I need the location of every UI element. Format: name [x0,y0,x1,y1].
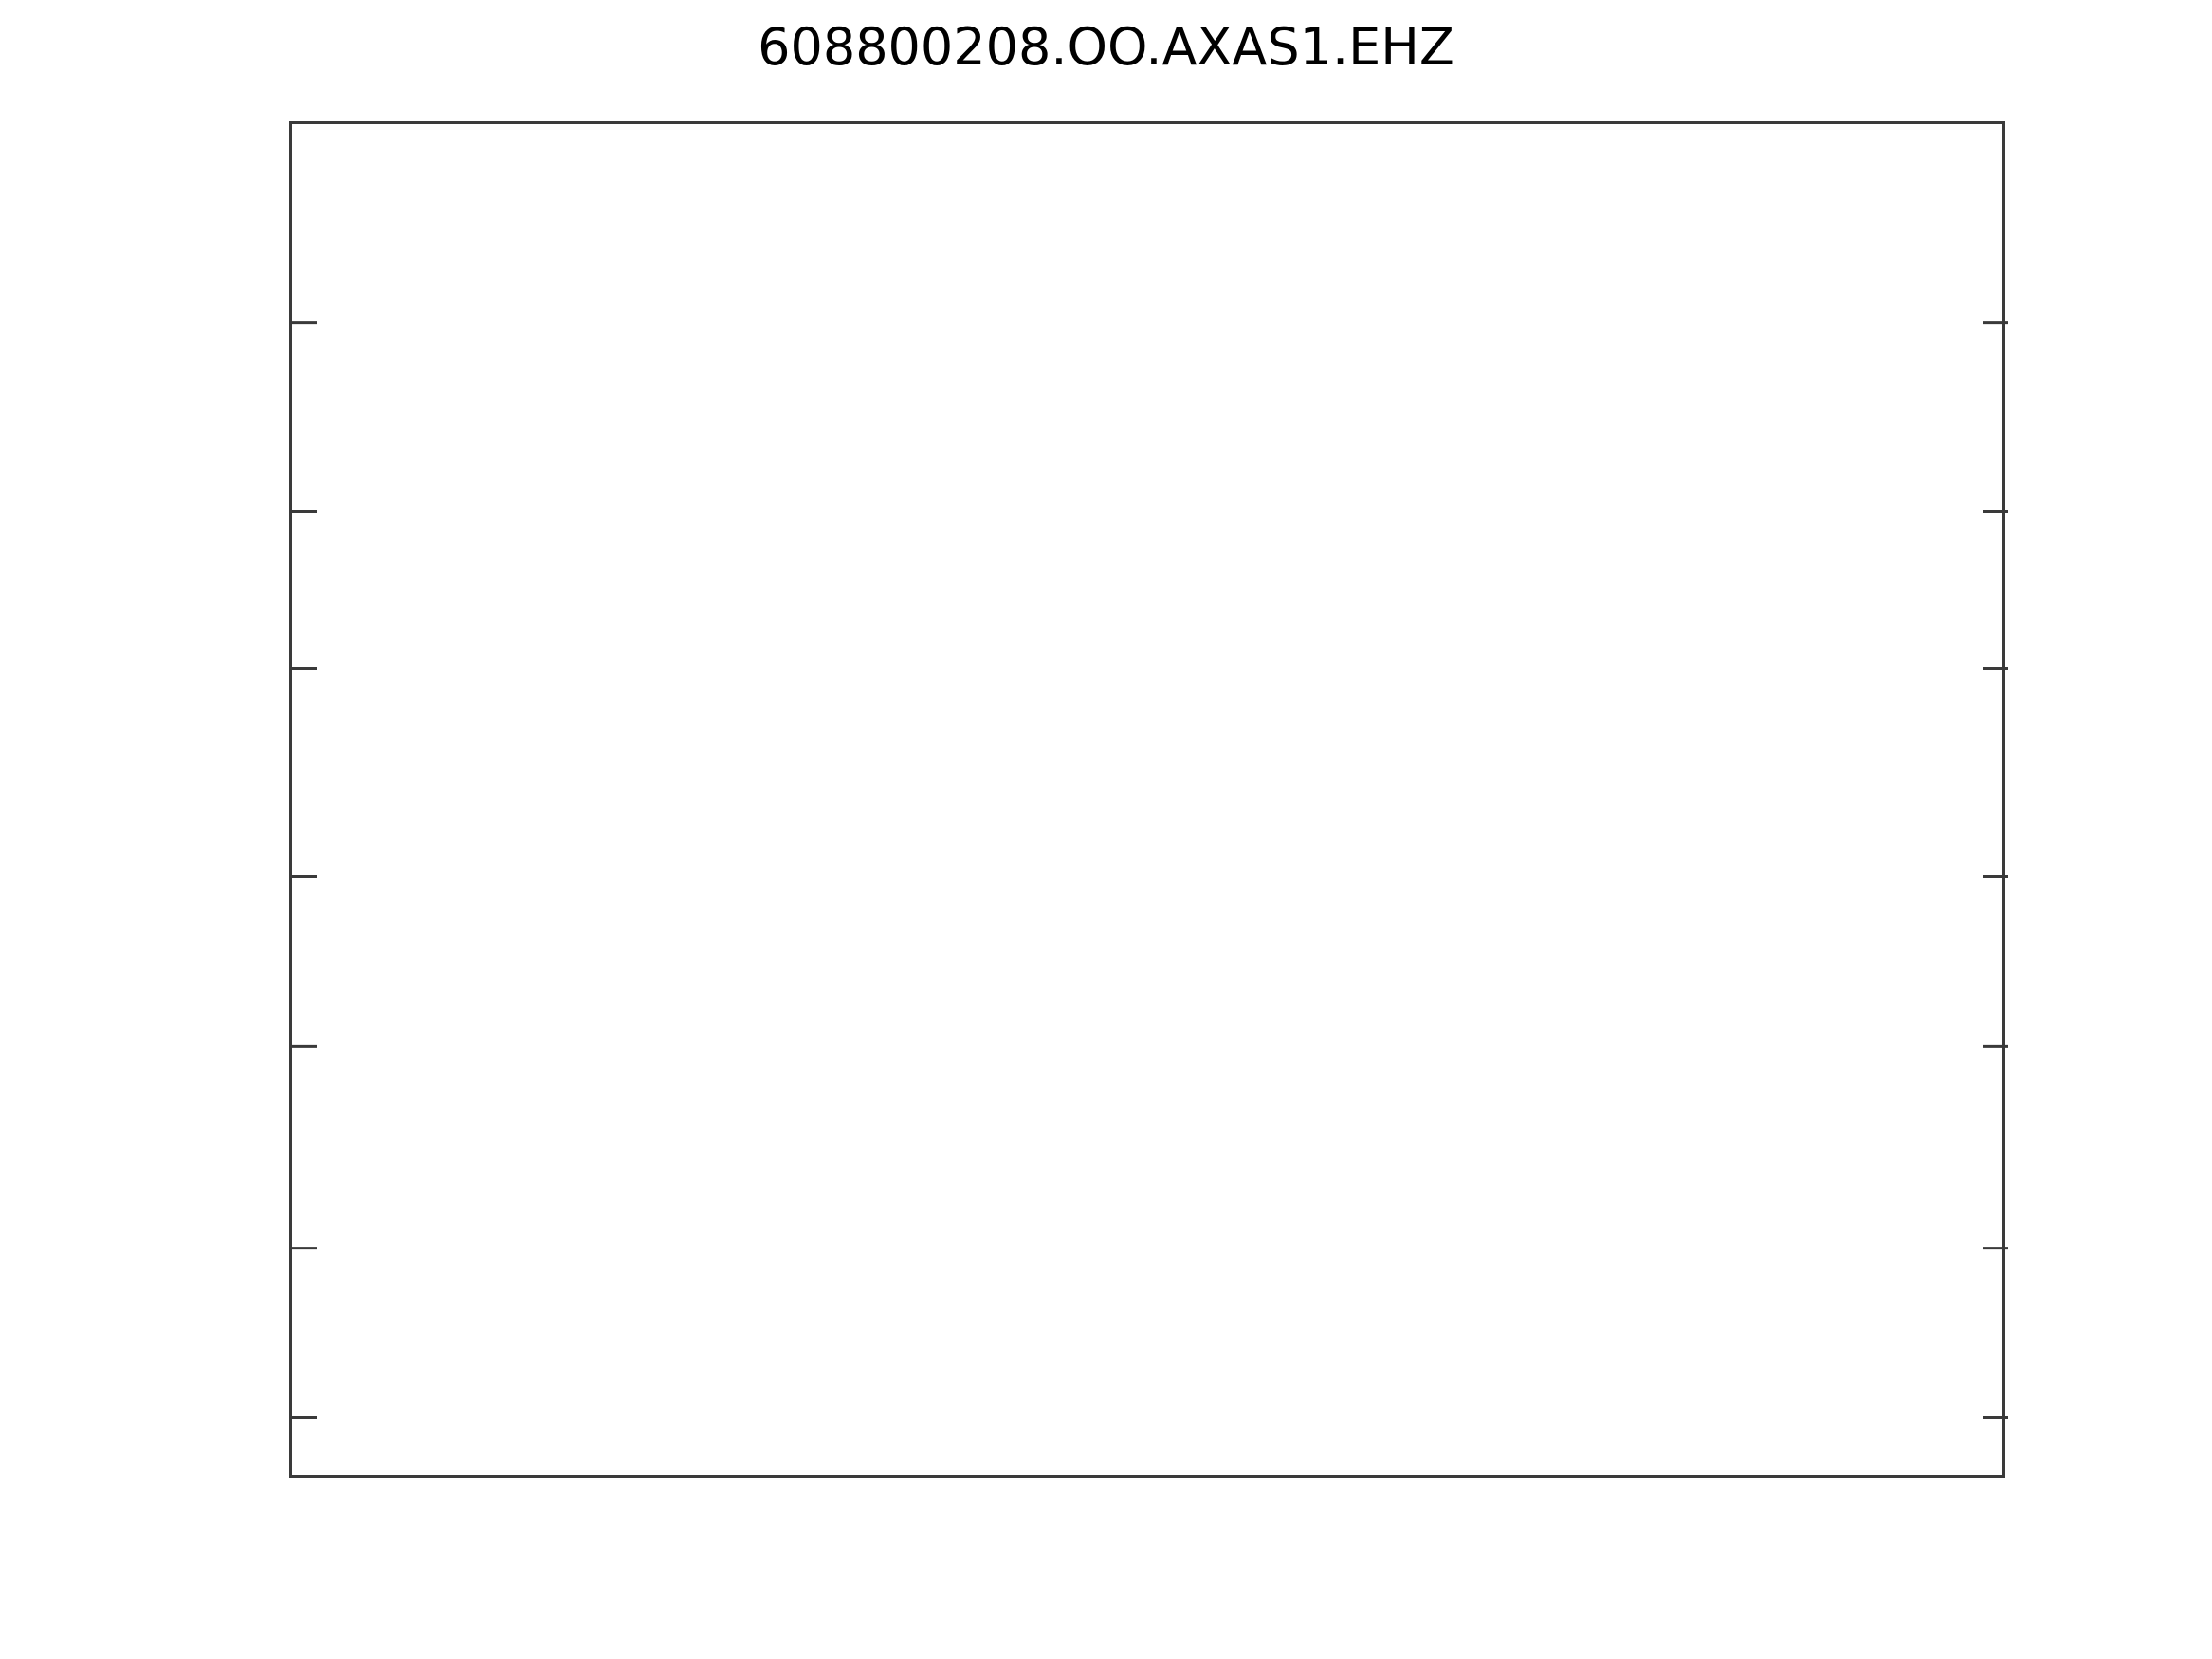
plot-area [289,121,2008,1478]
waveform-canvas [292,321,2008,1419]
page-title: 608800208.OO.AXAS1.EHZ [758,17,1454,77]
x-axis-tick-labels [289,1490,2005,1557]
